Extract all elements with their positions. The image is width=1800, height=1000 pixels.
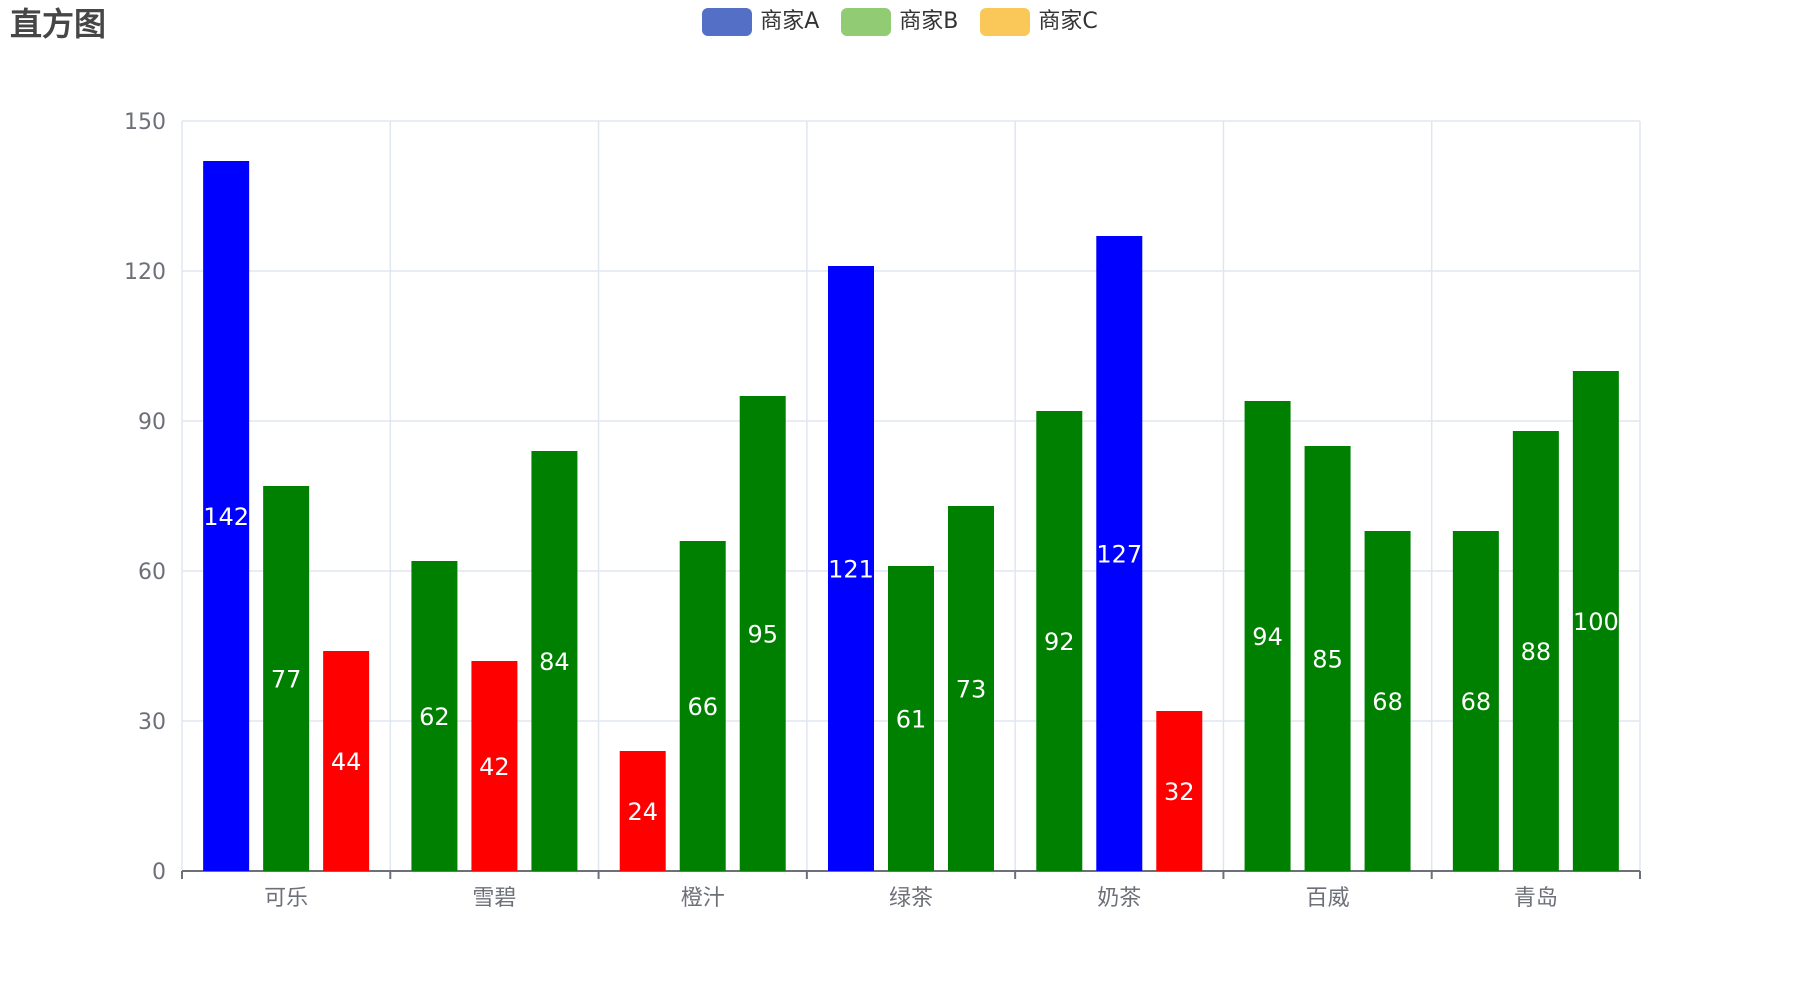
x-tick-label: 青岛: [1514, 886, 1558, 911]
bar: [1572, 371, 1619, 871]
bar-value-label: 42: [479, 753, 510, 781]
bar: [1512, 431, 1559, 871]
bar: [1244, 401, 1291, 871]
chart-title: 直方图: [10, 5, 107, 43]
bar-value-label: 32: [1164, 778, 1195, 806]
legend-label-series-2: 商家C: [1038, 9, 1098, 34]
bar-value-label: 73: [956, 676, 987, 704]
y-tick-label: 30: [138, 710, 166, 735]
bar: [531, 451, 578, 871]
bar: [828, 266, 874, 871]
bar: [1304, 446, 1351, 871]
bar: [1096, 236, 1143, 871]
x-tick-label: 可乐: [264, 886, 308, 911]
x-tick-label: 奶茶: [1097, 886, 1141, 911]
x-tick-label: 橙汁: [681, 886, 725, 911]
bar-value-label: 68: [1461, 688, 1492, 716]
bar: [1036, 411, 1083, 871]
bar: [323, 651, 370, 871]
bar-value-label: 92: [1044, 628, 1075, 656]
bar-value-label: 85: [1312, 646, 1343, 674]
x-tick-label: 雪碧: [472, 886, 516, 911]
bar: [1452, 531, 1499, 871]
bar: [471, 661, 518, 871]
bar-value-label: 121: [828, 556, 874, 584]
bar: [263, 486, 310, 871]
bar-value-label: 142: [203, 503, 249, 531]
legend-item-series-0[interactable]: 商家A: [702, 6, 819, 38]
bar-value-label: 44: [331, 748, 362, 776]
legend-swatch-series-1: [841, 8, 892, 36]
bar-value-label: 68: [1372, 688, 1403, 716]
bar-value-label: 62: [419, 703, 450, 731]
bar: [888, 566, 934, 871]
y-tick-label: 150: [124, 110, 166, 135]
legend-swatch-series-0: [702, 8, 753, 36]
bar-value-label: 61: [896, 706, 927, 734]
bar: [679, 541, 726, 871]
bar-value-label: 88: [1521, 638, 1552, 666]
bar: [1156, 711, 1203, 871]
y-tick-label: 120: [124, 260, 166, 285]
bar: [203, 161, 250, 871]
y-tick-label: 90: [138, 410, 166, 435]
bar-value-label: 127: [1096, 541, 1142, 569]
legend-item-series-2[interactable]: 商家C: [980, 6, 1098, 38]
legend-label-series-0: 商家A: [760, 9, 820, 34]
bar-value-label: 84: [539, 648, 570, 676]
bar-value-label: 95: [747, 621, 778, 649]
bar: [619, 751, 666, 871]
x-tick-label: 百威: [1306, 886, 1350, 911]
bar-value-label: 100: [1573, 608, 1619, 636]
legend-swatch-series-2: [980, 8, 1031, 36]
y-tick-label: 0: [152, 860, 166, 885]
bar-value-label: 77: [271, 666, 302, 694]
bar: [948, 506, 994, 871]
y-tick-label: 60: [138, 560, 166, 585]
bar: [739, 396, 786, 871]
legend-item-series-1[interactable]: 商家B: [841, 6, 958, 38]
x-tick-label: 绿茶: [889, 886, 933, 911]
bar: [1364, 531, 1411, 871]
bar: [411, 561, 458, 871]
bar-value-label: 94: [1252, 623, 1283, 651]
legend: 商家A 商家B 商家C: [0, 6, 1800, 38]
legend-label-series-1: 商家B: [899, 9, 959, 34]
bar-value-label: 66: [687, 693, 718, 721]
bar-value-label: 24: [627, 798, 658, 826]
